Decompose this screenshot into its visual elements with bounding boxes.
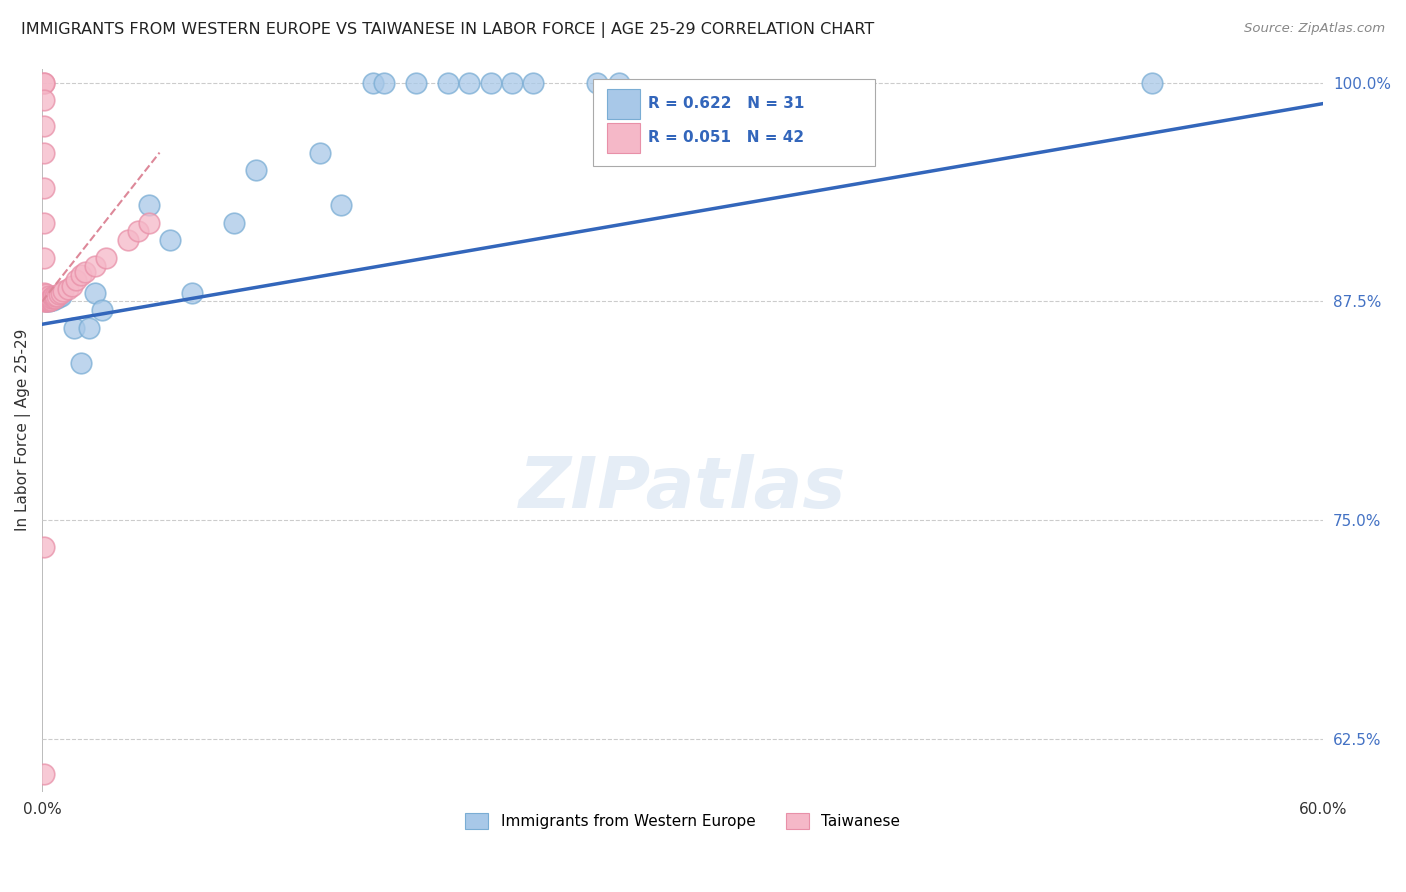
Point [42,293,65,307]
Legend: Immigrants from Western Europe, Taiwanese: Immigrants from Western Europe, Taiwanes… [460,806,905,835]
Point [65,273,87,287]
Point [84,260,107,274]
Point [39,293,62,307]
Point [44,291,66,305]
FancyBboxPatch shape [607,123,640,153]
Point [63,320,86,334]
FancyBboxPatch shape [607,89,640,120]
FancyBboxPatch shape [593,79,875,166]
Point [38,291,60,305]
Point [39,291,62,305]
Point [1142,76,1164,90]
Point [48,287,70,301]
Point [38,294,60,309]
Point [32,251,55,265]
Point [44,291,66,305]
Point [35,294,58,309]
Point [38,289,60,303]
Point [35,294,58,309]
Point [46,291,69,305]
Point [60,278,83,293]
Point [32,294,55,309]
Point [42,291,65,305]
Point [180,285,202,300]
Point [405,76,427,90]
Point [586,76,609,90]
Point [308,145,330,160]
Point [361,76,384,90]
Point [32,180,55,194]
Point [69,268,91,283]
Point [224,216,246,230]
Point [38,293,60,307]
Point [56,282,79,296]
Point [373,76,395,90]
Point [245,163,267,178]
Point [32,767,55,781]
Point [73,265,96,279]
Point [35,294,58,309]
Text: R = 0.051   N = 42: R = 0.051 N = 42 [648,130,804,145]
Point [38,294,60,309]
Point [138,198,160,212]
Point [501,76,523,90]
Point [117,233,139,247]
Point [159,233,181,247]
Point [32,120,55,134]
Point [42,289,65,303]
Y-axis label: In Labor Force | Age 25-29: In Labor Force | Age 25-29 [15,329,31,532]
Point [52,284,75,298]
Point [32,76,55,90]
Text: IMMIGRANTS FROM WESTERN EUROPE VS TAIWANESE IN LABOR FORCE | AGE 25-29 CORRELATI: IMMIGRANTS FROM WESTERN EUROPE VS TAIWAN… [21,22,875,38]
Point [32,145,55,160]
Point [32,540,55,554]
Point [90,303,112,318]
Point [46,289,69,303]
Point [39,293,62,307]
Point [330,198,353,212]
Point [35,291,58,305]
Text: ZIPatlas: ZIPatlas [519,454,846,523]
Point [48,289,70,303]
Point [51,289,73,303]
Point [138,216,160,230]
Point [84,285,107,300]
Point [607,76,630,90]
Point [51,285,73,300]
Point [32,93,55,107]
Point [44,289,66,303]
Point [35,293,58,307]
Text: R = 0.622   N = 31: R = 0.622 N = 31 [648,95,804,111]
Point [522,76,544,90]
Point [458,76,481,90]
Point [77,320,100,334]
Point [32,76,55,90]
Point [127,224,149,238]
Point [32,285,55,300]
Point [437,76,460,90]
Point [35,289,58,303]
Point [69,356,91,370]
Point [32,216,55,230]
Text: Source: ZipAtlas.com: Source: ZipAtlas.com [1244,22,1385,36]
Point [96,251,118,265]
Point [479,76,502,90]
Point [35,287,58,301]
